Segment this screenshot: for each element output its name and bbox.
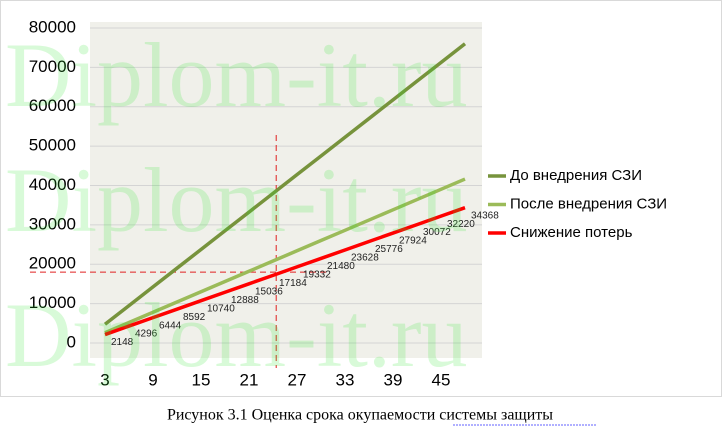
data-label: 21480 [327,261,355,272]
data-label: 25776 [375,244,403,255]
legend-label: Снижение потерь [510,224,633,241]
series-line [103,42,467,326]
x-tick-label: 9 [148,370,157,389]
watermark: Diplom-it.ru [5,149,468,251]
y-tick-label: 70000 [29,57,76,76]
data-label: 23628 [351,253,379,264]
data-label: 32220 [447,219,475,230]
y-tick-label: 20000 [29,254,76,273]
y-tick-label: 0 [67,332,76,351]
x-tick-label: 33 [336,370,355,389]
legend-label: До внедрения СЗИ [510,167,642,184]
y-tick-label: 10000 [29,293,76,312]
data-label: 34368 [471,210,499,221]
data-label: 2148 [111,337,134,348]
data-label: 30072 [423,227,451,238]
data-label: 27924 [399,236,427,247]
x-tick-label: 21 [240,370,259,389]
data-label: 6444 [159,320,182,331]
y-tick-label: 50000 [29,136,76,155]
data-label: 4296 [135,329,158,340]
legend-label: После внедрения СЗИ [510,195,667,212]
data-label: 10740 [207,303,235,314]
x-tick-label: 3 [100,370,109,389]
plot-area [90,22,482,358]
data-label: 15036 [255,286,283,297]
watermark: Diplom-it.ru [5,24,468,126]
series-line [104,206,466,337]
y-tick-label: 80000 [29,17,76,36]
x-tick-label: 45 [432,370,451,389]
y-tick-label: 40000 [29,175,76,194]
data-label: 12888 [231,295,259,306]
y-tick-label: 30000 [29,214,76,233]
data-label: 19332 [303,270,331,281]
series-line [104,177,466,335]
caption: Рисунок 3.1 Оценка срока окупаемости сис… [167,407,553,424]
data-label: 17184 [279,278,307,289]
x-tick-label: 27 [288,370,307,389]
data-label: 8592 [183,312,206,323]
y-tick-label: 60000 [29,96,76,115]
watermark: Diplom-it.ru [5,284,468,386]
x-tick-label: 39 [384,370,403,389]
x-tick-label: 15 [192,370,211,389]
